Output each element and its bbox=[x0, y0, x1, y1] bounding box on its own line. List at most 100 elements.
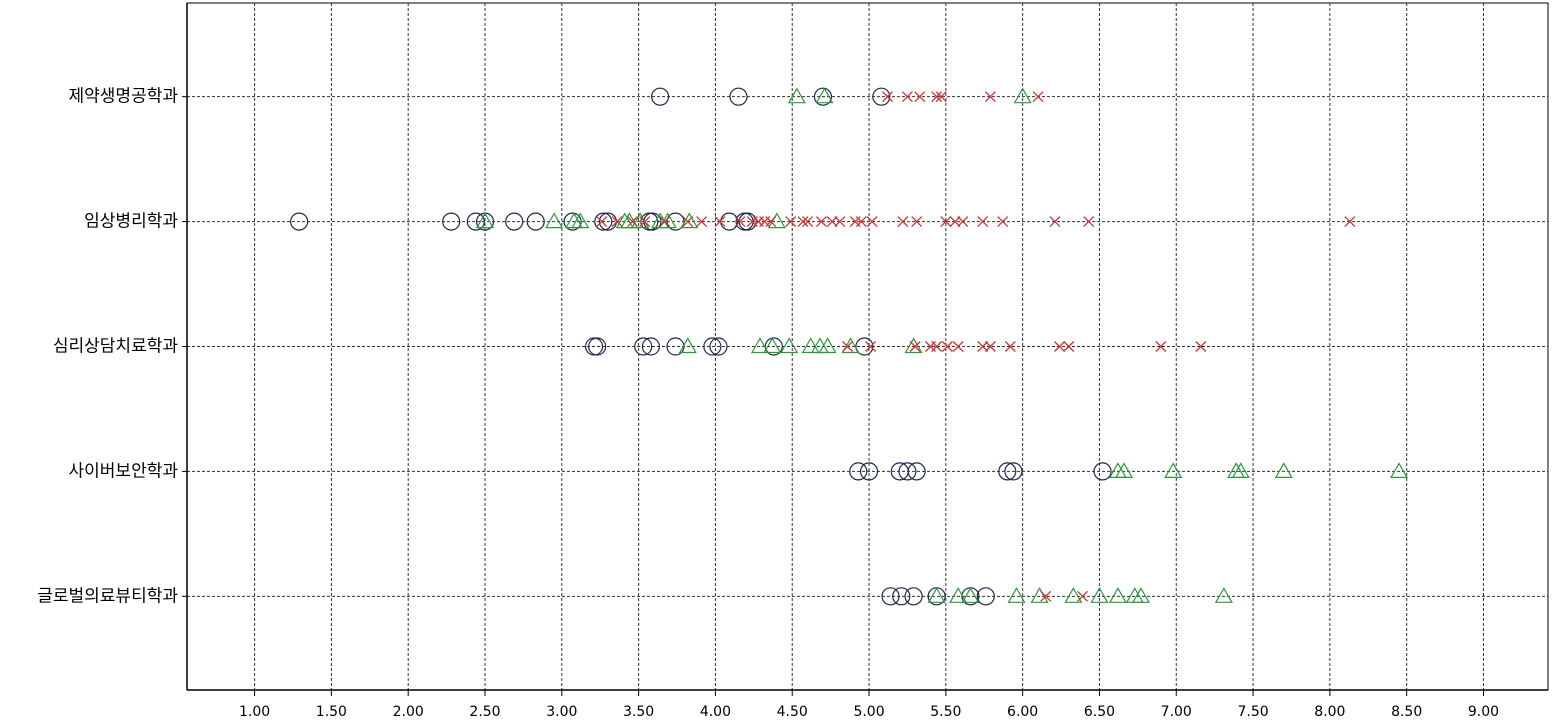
point bbox=[1155, 341, 1167, 352]
point bbox=[1063, 341, 1075, 352]
point bbox=[1131, 587, 1150, 603]
point bbox=[466, 212, 485, 231]
point bbox=[1004, 462, 1023, 481]
point bbox=[997, 216, 1009, 228]
point bbox=[696, 216, 708, 228]
point bbox=[1090, 587, 1109, 603]
point bbox=[634, 337, 653, 356]
point bbox=[780, 337, 799, 354]
x-tick-label: 8.00 bbox=[1314, 704, 1345, 720]
point bbox=[855, 337, 874, 356]
point bbox=[563, 212, 582, 231]
point bbox=[596, 216, 608, 228]
point bbox=[949, 216, 961, 228]
point bbox=[898, 462, 917, 481]
point bbox=[545, 212, 564, 229]
x-tick-label: 1.00 bbox=[239, 704, 270, 720]
point bbox=[842, 341, 853, 352]
point bbox=[897, 216, 909, 228]
point bbox=[949, 587, 968, 603]
y-tick-label: 글로벌의료뷰티학과 bbox=[37, 586, 178, 606]
point bbox=[666, 212, 685, 231]
point bbox=[881, 587, 900, 606]
point bbox=[442, 212, 461, 231]
point bbox=[818, 337, 837, 354]
point bbox=[882, 91, 893, 103]
point bbox=[475, 212, 495, 229]
point bbox=[940, 216, 952, 228]
point bbox=[1195, 341, 1207, 352]
point bbox=[1274, 462, 1293, 479]
point bbox=[977, 341, 989, 352]
point bbox=[505, 212, 524, 231]
point bbox=[639, 216, 651, 228]
x-tick-label: 2.00 bbox=[393, 704, 424, 720]
x-tick-label: 3.00 bbox=[546, 704, 577, 720]
x-tick-label: 7.00 bbox=[1161, 704, 1192, 720]
point bbox=[927, 587, 946, 603]
point bbox=[952, 341, 964, 352]
point bbox=[977, 216, 989, 228]
point bbox=[1013, 87, 1032, 104]
point bbox=[935, 91, 947, 103]
point bbox=[914, 91, 926, 103]
point bbox=[526, 212, 545, 231]
point bbox=[627, 216, 638, 228]
point bbox=[849, 462, 868, 481]
point bbox=[984, 341, 996, 352]
point bbox=[907, 462, 926, 481]
point bbox=[1164, 462, 1183, 479]
point bbox=[1344, 216, 1356, 228]
point bbox=[588, 337, 607, 356]
point bbox=[904, 587, 923, 606]
x-tick-label: 1.50 bbox=[316, 704, 347, 720]
point bbox=[1049, 216, 1061, 228]
x-tick-label: 6.50 bbox=[1084, 704, 1115, 720]
point bbox=[961, 587, 980, 603]
x-tick-label: 4.50 bbox=[777, 704, 808, 720]
y-tick-label: 사이버보안학과 bbox=[69, 461, 179, 481]
point bbox=[998, 462, 1017, 481]
x-tick-label: 5.00 bbox=[853, 704, 884, 720]
point bbox=[957, 216, 969, 228]
y-tick-label: 제약생명공학과 bbox=[69, 87, 179, 107]
x-tick-label: 3.50 bbox=[623, 704, 654, 720]
point bbox=[866, 216, 878, 228]
point bbox=[815, 216, 827, 228]
point bbox=[1077, 590, 1089, 602]
point bbox=[813, 87, 833, 106]
point bbox=[901, 91, 913, 103]
point bbox=[865, 341, 877, 352]
point bbox=[1040, 590, 1052, 602]
point bbox=[290, 212, 309, 231]
point bbox=[659, 216, 671, 228]
point bbox=[801, 337, 820, 354]
point bbox=[594, 212, 613, 231]
point bbox=[680, 212, 699, 229]
point bbox=[904, 337, 923, 354]
point bbox=[1114, 462, 1134, 479]
point bbox=[703, 337, 722, 356]
point bbox=[1030, 587, 1049, 603]
point bbox=[611, 216, 623, 228]
point bbox=[666, 337, 685, 356]
point bbox=[815, 87, 834, 104]
y-tick-label: 심리상담치료학과 bbox=[53, 337, 178, 357]
point bbox=[729, 87, 748, 106]
point bbox=[678, 337, 697, 354]
point bbox=[872, 87, 891, 106]
point bbox=[1032, 91, 1044, 103]
point bbox=[763, 337, 782, 354]
point bbox=[734, 216, 746, 228]
x-tick-label: 4.00 bbox=[700, 704, 731, 720]
x-tick-label: 8.50 bbox=[1391, 704, 1422, 720]
point bbox=[1093, 462, 1112, 481]
point bbox=[931, 91, 943, 103]
point bbox=[892, 587, 911, 606]
point bbox=[571, 212, 590, 229]
point bbox=[931, 341, 943, 352]
point bbox=[1004, 341, 1016, 352]
point bbox=[834, 216, 846, 228]
